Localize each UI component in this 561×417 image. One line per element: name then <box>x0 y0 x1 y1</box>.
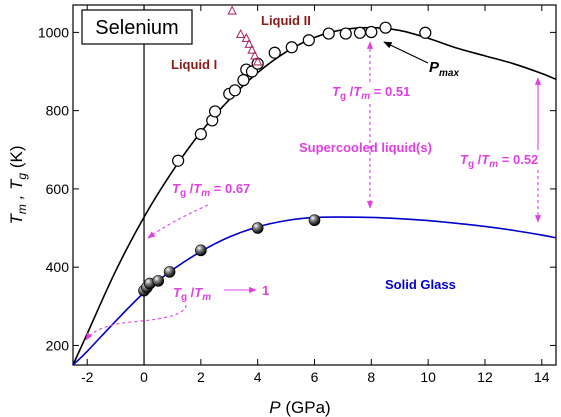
y-axis-label: Tm , Tg (K) <box>7 145 29 224</box>
y-tick-label: 600 <box>46 181 70 197</box>
melting-point <box>379 21 392 34</box>
x-tick-label: 10 <box>420 369 436 385</box>
glass-transition-point <box>163 266 176 278</box>
glass-transition-point <box>195 244 207 257</box>
melting-point <box>285 41 298 54</box>
solid-glass-label: Solid Glass <box>385 277 456 292</box>
title-box <box>81 9 193 45</box>
melting-point <box>339 27 352 40</box>
x-tick-label: -2 <box>81 369 94 385</box>
x-tick-label: 12 <box>477 369 493 385</box>
x-tick-label: 0 <box>140 369 148 385</box>
melting-point <box>322 27 335 40</box>
liquid-2-label: Liquid II <box>261 13 311 28</box>
liquid-2-point <box>241 32 252 42</box>
pmax-label: Pmax <box>429 59 459 79</box>
liquid-2-point <box>235 28 246 39</box>
ratio-1-label: Tg /Tm <box>173 285 211 303</box>
melting-point <box>302 34 315 47</box>
glass-transition-point <box>152 275 165 287</box>
supercooled-label: Supercooled liquid(s) <box>299 140 432 155</box>
melting-point <box>251 57 264 70</box>
x-tick-label: 2 <box>197 369 205 385</box>
liquid-2-point <box>250 50 260 60</box>
glass-transition-point <box>308 214 321 227</box>
data-points <box>138 5 432 297</box>
melting-point <box>365 25 378 39</box>
pmax-arrow <box>383 41 429 64</box>
melting-fit-curve <box>72 26 557 366</box>
x-tick-label: 4 <box>254 369 262 385</box>
melting-point <box>353 26 367 39</box>
x-tick-label: 6 <box>311 369 319 385</box>
liquid-2-point <box>244 38 254 48</box>
axis-ticks: -2 0 2 4 6 8 10 12 14 200 400 600 800 1000 <box>38 5 556 385</box>
annotation-arrows <box>85 41 542 341</box>
melting-point <box>268 46 281 59</box>
plot-frame <box>72 4 557 366</box>
x-axis-label: P (GPa) <box>269 398 330 417</box>
ratio-067-label: Tg /Tm = 0.67 <box>172 181 250 199</box>
ratio-052-label: Tg /Tm = 0.52 <box>460 152 538 170</box>
ratio-1-value: 1 <box>262 283 269 298</box>
y-tick-label: 800 <box>46 103 70 119</box>
melting-point <box>237 74 250 87</box>
y-tick-label: 1000 <box>38 24 69 40</box>
x-tick-label: 8 <box>367 369 375 385</box>
melting-point <box>194 128 207 141</box>
liquid-2-point <box>227 5 237 15</box>
liquid-1-label: Liquid I <box>171 57 217 72</box>
liquid-2-point <box>252 56 263 66</box>
melting-point <box>228 84 242 97</box>
ratio-051-label: Tg /Tm = 0.51 <box>332 84 410 102</box>
melting-point <box>419 26 432 39</box>
y-tick-label: 200 <box>46 337 70 353</box>
liquid-2-point <box>247 44 257 54</box>
chart-title: Selenium <box>95 17 178 39</box>
x-tick-label: 14 <box>534 369 550 385</box>
melting-point <box>172 154 185 167</box>
glass-transition-point <box>251 222 264 234</box>
melting-point <box>208 105 222 118</box>
y-tick-label: 400 <box>46 259 70 275</box>
